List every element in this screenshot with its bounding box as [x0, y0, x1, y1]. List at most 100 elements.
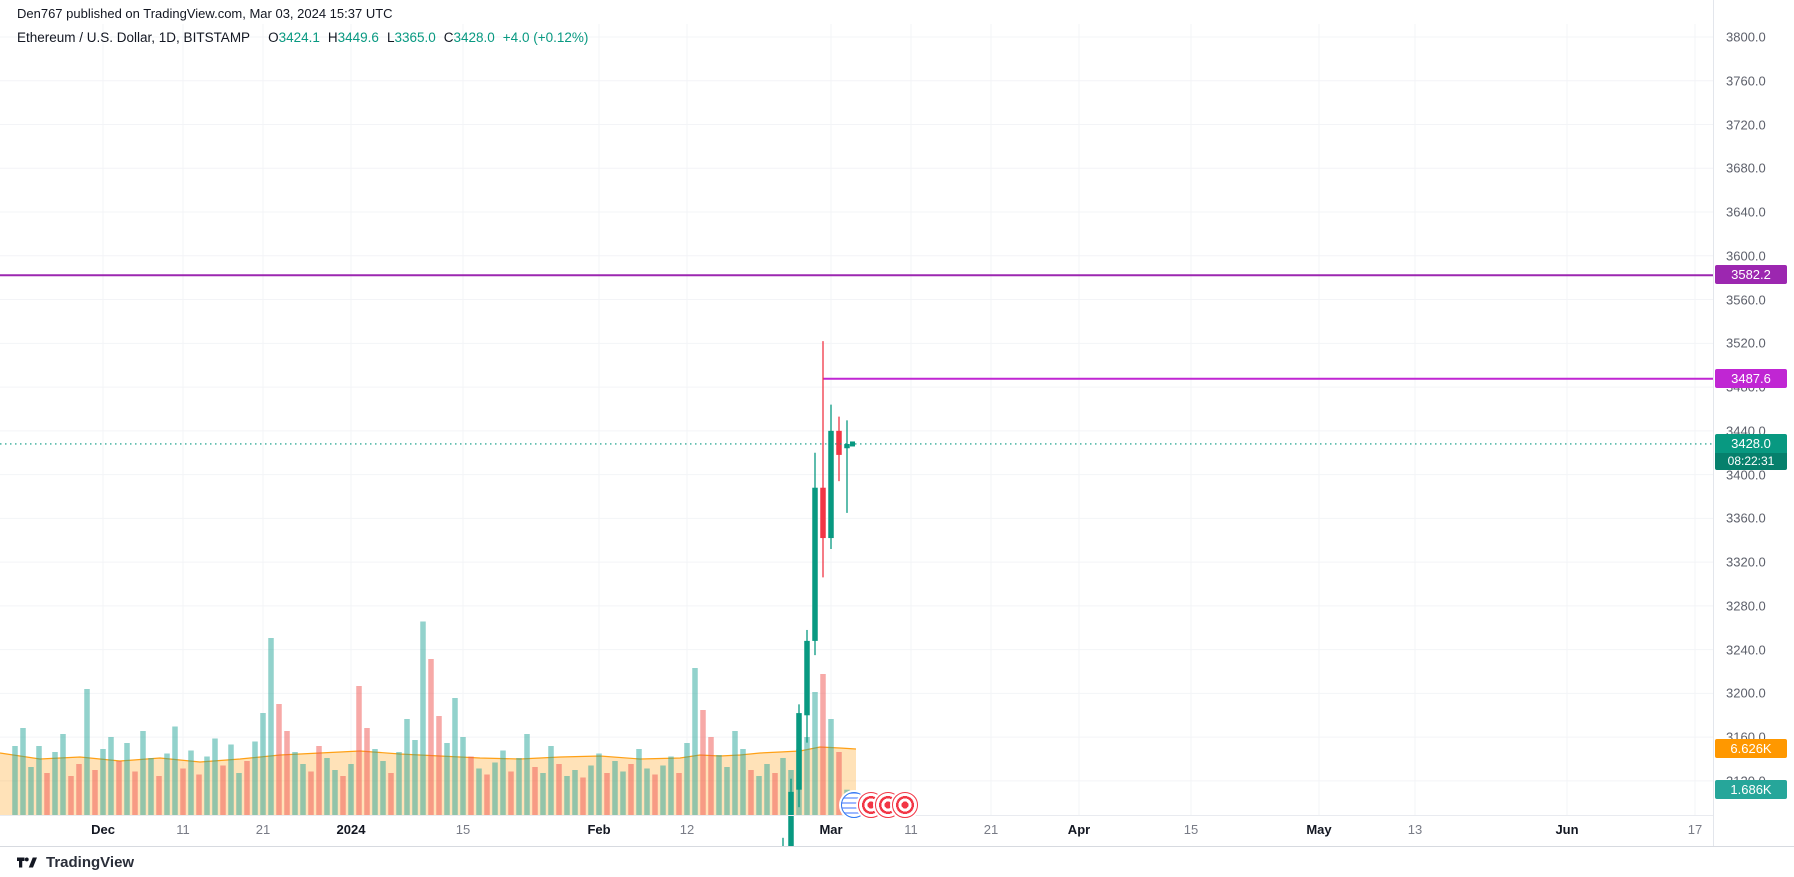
price-tick: 3720.0	[1726, 117, 1766, 133]
volume-bar	[444, 743, 450, 815]
price-tick: 3240.0	[1726, 642, 1766, 658]
volume-bar	[668, 756, 674, 815]
last-price-label[interactable]: 3428.0 08:22:31	[1715, 433, 1787, 470]
publish-header: Den767 published on TradingView.com, Mar…	[17, 6, 393, 21]
volume-bar	[364, 728, 370, 815]
volume-bar	[356, 686, 362, 815]
candle-body	[844, 443, 850, 449]
target-reaction-icon[interactable]	[892, 792, 918, 818]
candle-body	[836, 430, 842, 455]
price-tick: 3560.0	[1726, 292, 1766, 308]
volume-bar	[348, 764, 354, 815]
volume-bar	[436, 716, 442, 815]
volume-bar	[540, 773, 546, 815]
volume-bar	[780, 758, 786, 815]
volume-bar	[292, 752, 298, 815]
time-tick: Jun	[1555, 822, 1579, 837]
time-tick: 11	[176, 822, 190, 837]
time-tick: 15	[455, 822, 471, 837]
volume-bar	[148, 758, 154, 815]
time-tick: May	[1306, 822, 1332, 837]
time-axis[interactable]: Dec 11 21 2024 15 Feb 12 Mar 11 21 Apr 15 May 13 Jun 17	[0, 815, 1713, 846]
grid	[0, 24, 1713, 815]
symbol-title[interactable]: Ethereum / U.S. Dollar, 1D, BITSTAMP	[17, 30, 251, 45]
ohlc-key: H	[327, 30, 338, 45]
volume-bar	[132, 771, 138, 815]
volume-bar	[484, 774, 490, 815]
candle-body	[796, 713, 802, 790]
volume-bar	[44, 773, 50, 815]
footer-bar: TradingView	[0, 847, 1794, 877]
volume-bar	[404, 719, 410, 815]
volume-bar	[220, 765, 226, 815]
volume-bar	[172, 726, 178, 815]
time-tick: 11	[904, 822, 918, 837]
volume-bar	[92, 770, 98, 815]
volume-bar	[548, 746, 554, 815]
bar-countdown: 08:22:31	[1715, 452, 1787, 470]
price-tick: 3640.0	[1726, 204, 1766, 220]
volume-bar	[500, 750, 506, 815]
volume-bar	[532, 767, 538, 815]
ohlc-value: 3365.0	[394, 30, 436, 45]
time-tick: 21	[983, 822, 999, 837]
volume-bar	[380, 761, 386, 815]
volume-bar	[836, 752, 842, 815]
volume-bar	[188, 750, 194, 815]
volume-bar	[396, 752, 402, 815]
time-tick: 21	[255, 822, 271, 837]
volume-bar	[644, 768, 650, 815]
time-tick: 15	[1183, 822, 1199, 837]
volume-bar	[204, 756, 210, 815]
volume-bar	[300, 764, 306, 815]
volume-bar	[108, 737, 114, 815]
volume-bar	[332, 770, 338, 815]
brand-name[interactable]: TradingView	[46, 853, 135, 871]
volume-bar	[708, 737, 714, 815]
price-tick: 3400.0	[1726, 467, 1766, 483]
volume-bar	[60, 734, 66, 815]
price-tick: 3280.0	[1726, 598, 1766, 614]
price-tick: 3360.0	[1726, 510, 1766, 526]
volume-bar	[476, 768, 482, 815]
time-tick: 2024	[336, 822, 366, 837]
volume-bar	[588, 765, 594, 815]
symbol-bar: Ethereum / U.S. Dollar, 1D, BITSTAMP O 342…	[17, 30, 588, 45]
volume-bar	[692, 668, 698, 815]
volume-bar	[260, 713, 266, 815]
volume-bar	[748, 770, 754, 815]
volume-bar	[676, 773, 682, 815]
volume-bar	[244, 761, 250, 815]
volume-bar	[196, 774, 202, 815]
publish-text: Den767 published on TradingView.com, Mar…	[17, 6, 393, 21]
ohlc-key: O	[268, 30, 279, 45]
volume-bar	[652, 774, 658, 815]
price-tick: 3320.0	[1726, 554, 1766, 570]
time-tick: 12	[679, 822, 695, 837]
reactions[interactable]	[841, 792, 918, 818]
price-axis[interactable]: 3800.0 3760.0 3720.0 3680.0 3640.0 3600.0 3560…	[1713, 0, 1794, 846]
candle-body	[812, 487, 818, 641]
volume-bar	[636, 749, 642, 815]
ohlc-value: 3428.0	[453, 30, 495, 45]
volume-bar	[468, 756, 474, 815]
volume-bar	[492, 762, 498, 815]
resistance-2-price-label[interactable]: 3487.6	[1715, 368, 1787, 388]
price-tick: 3800.0	[1726, 29, 1766, 45]
volume-bar	[724, 767, 730, 815]
volume-bar	[156, 776, 162, 815]
volume-bar	[388, 773, 394, 815]
resistance-1-price-label[interactable]: 3582.2	[1715, 265, 1787, 285]
volume-bar	[716, 755, 722, 815]
last-price-value: 3428.0	[1731, 435, 1771, 451]
volume-bar	[660, 765, 666, 815]
tradingview-logo-icon[interactable]	[16, 855, 38, 870]
price-tick: 3760.0	[1726, 73, 1766, 89]
volume-bar	[268, 638, 274, 815]
time-tick: Mar	[819, 822, 843, 837]
last-price-marker	[850, 441, 855, 447]
change-value: +4.0 (+0.12%)	[502, 30, 589, 45]
volume-bar	[420, 621, 426, 815]
